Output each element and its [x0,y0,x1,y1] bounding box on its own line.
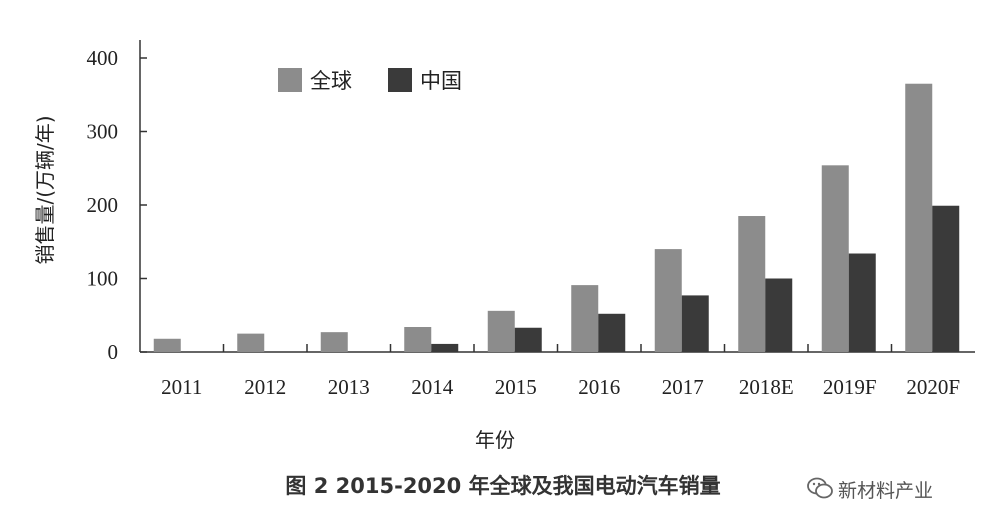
y-tick-label: 400 [87,46,119,70]
bar-2013-0 [320,332,348,352]
legend: 全球 中国 [278,68,462,93]
y-tick-label: 300 [87,120,119,144]
bar-2014-1 [431,343,459,352]
bar-2018E-0 [738,216,766,352]
x-tick-label: 2019F [823,375,877,399]
legend-label-1: 中国 [420,69,462,93]
bar-2020F-0 [905,83,933,352]
x-tick-label: 2017 [662,375,704,399]
x-tick-label: 2014 [411,375,454,399]
legend-swatch-0 [278,68,302,92]
x-tick-label: 2013 [328,375,370,399]
legend-swatch-1 [388,68,412,92]
bar-2015-1 [514,327,542,352]
x-tick-label: 2015 [495,375,537,399]
watermark-text: 新材料产业 [838,480,934,502]
bar-2019F-0 [821,165,849,352]
x-tick-label: 2011 [161,375,202,399]
bar-2018E-1 [765,278,793,352]
bar-2020F-1 [932,205,960,352]
bar-2015-0 [487,310,515,352]
y-tick-label: 200 [87,193,119,217]
tick-labels: 0 100 200 300 400 2011 2012 2013 2014 2015 2016 201… [87,46,961,399]
bar-2017-1 [681,295,709,352]
bar-2017-0 [654,249,682,352]
wechat-icon [807,477,833,499]
bar-2016-0 [571,285,599,352]
bar-2012-0 [237,333,265,352]
y-axis-title: 销售量/(万辆/年) [33,115,57,264]
bar-2014-0 [404,327,432,352]
y-tick-label: 0 [108,340,119,364]
bar-2011-0 [153,338,181,352]
x-tick-label: 2012 [244,375,286,399]
y-tick-label: 100 [87,267,119,291]
x-tick-label: 2016 [578,375,620,399]
x-tick-label: 2020F [906,375,960,399]
bar-2016-1 [598,313,626,352]
bar-chart: 0 100 200 300 400 2011 2012 2013 2014 2015 2016 201… [33,40,975,452]
bar-2019F-1 [848,253,876,352]
bars [153,83,960,352]
x-tick-label: 2018E [739,375,794,399]
figure-caption: 图 2 2015-2020 年全球及我国电动汽车销量 [285,474,721,498]
legend-label-0: 全球 [310,69,352,93]
x-axis-title: 年份 [475,428,515,452]
